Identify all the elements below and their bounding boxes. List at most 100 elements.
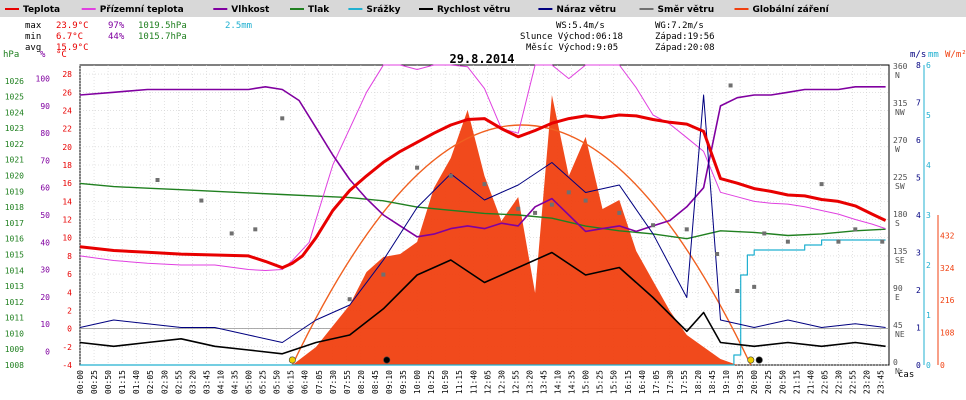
wind-dir-tick: 180 bbox=[893, 210, 908, 219]
x-tick-label: 19:10 bbox=[722, 370, 731, 394]
wind-dir-point bbox=[651, 223, 656, 228]
wind-dir-point bbox=[762, 231, 767, 236]
wind-dir-point bbox=[415, 165, 420, 170]
info-ws: WS:5.4m/s bbox=[556, 21, 605, 31]
humidity-tick: 20 bbox=[40, 293, 50, 302]
stats-max-temp: 23.9°C bbox=[56, 21, 89, 31]
x-tick-label: 18:45 bbox=[708, 370, 717, 394]
radiation-tick: 432 bbox=[940, 231, 955, 240]
humidity-tick: 0 bbox=[45, 347, 50, 356]
legend-item: Náraz větru bbox=[538, 4, 616, 15]
series-n-raz-v-tru bbox=[79, 94, 886, 343]
radiation-area bbox=[292, 95, 738, 365]
humidity-tick: 30 bbox=[40, 266, 50, 275]
stats-min-hum: 44% bbox=[108, 32, 125, 42]
wind-dir-point bbox=[155, 178, 160, 182]
temperature-tick: 10 bbox=[62, 234, 72, 243]
pressure-tick: 1016 bbox=[5, 235, 24, 244]
temperature-tick: 18 bbox=[62, 161, 72, 170]
legend-item: Teplota bbox=[5, 5, 60, 15]
x-tick-label: 12:05 bbox=[483, 370, 492, 394]
axes: 00:00 00:25 00:50 01:15 01:40 02:05 02:30 02:55… bbox=[5, 61, 955, 394]
temperature-tick: 20 bbox=[62, 143, 72, 152]
pressure-tick: 1019 bbox=[5, 187, 24, 196]
legend-item: Globální záření bbox=[734, 5, 830, 15]
stats-max-press: 1019.5hPa bbox=[138, 21, 187, 31]
wind-dir-point bbox=[684, 227, 689, 232]
wind-dir-point bbox=[836, 239, 841, 244]
wind-dir-tick: 135 bbox=[893, 247, 908, 256]
humidity-tick: 90 bbox=[40, 102, 50, 111]
x-tick-label: 00:25 bbox=[90, 370, 99, 394]
wind-dir-label: S bbox=[895, 219, 900, 228]
x-tick-label: 08:45 bbox=[371, 370, 380, 394]
legend: Teplota Přízemní teplota Vlhkost Tlak Srážky… bbox=[5, 4, 830, 15]
legend-item: Směr větru bbox=[639, 4, 714, 15]
wind-dir-label: W bbox=[895, 145, 900, 154]
wind-dir-point bbox=[448, 173, 453, 178]
unit-degc: °C bbox=[56, 50, 67, 60]
x-tick-label: 17:05 bbox=[652, 370, 661, 394]
pressure-tick: 1020 bbox=[5, 172, 24, 181]
legend-label: Přízemní teplota bbox=[100, 5, 184, 15]
x-tick-label: 07:30 bbox=[329, 370, 338, 394]
pressure-tick: 1024 bbox=[5, 108, 24, 117]
rain-tick: 1 bbox=[926, 311, 931, 320]
rain-tick: 6 bbox=[926, 61, 931, 70]
pressure-tick: 1015 bbox=[5, 250, 24, 259]
humidity-tick: 70 bbox=[40, 156, 50, 165]
x-tick-label: 05:00 bbox=[245, 370, 254, 394]
wind-speed-tick: 4 bbox=[916, 211, 921, 220]
x-tick-label: 02:30 bbox=[160, 370, 169, 394]
temperature-tick: 4 bbox=[67, 288, 72, 297]
legend-label: Rychlost větru bbox=[437, 4, 510, 15]
wind-dir-tick: 90 bbox=[893, 284, 903, 293]
wind-dir-point bbox=[735, 289, 740, 293]
stats-block: max 23.9°C 97% 1019.5hPa 2.5mm min 6.7°C… bbox=[25, 21, 252, 53]
x-tick-label: 02:55 bbox=[174, 370, 183, 394]
legend-item: Tlak bbox=[290, 5, 330, 15]
x-tick-label: 08:20 bbox=[357, 370, 366, 394]
wind-dir-point bbox=[516, 206, 521, 211]
x-tick-label: 11:15 bbox=[455, 370, 464, 394]
x-tick-label: 05:25 bbox=[259, 370, 268, 394]
pressure-tick: 1008 bbox=[5, 361, 24, 370]
pressure-tick: 1021 bbox=[5, 156, 24, 165]
wind-speed-tick: 7 bbox=[916, 99, 921, 108]
rain-tick: 5 bbox=[926, 111, 931, 120]
x-tick-label: 02:05 bbox=[146, 370, 155, 394]
unit-wm2: W/m² bbox=[945, 50, 966, 60]
x-tick-label: 15:00 bbox=[582, 370, 591, 394]
unit-hpa: hPa bbox=[3, 50, 19, 60]
x-tick-label: 09:10 bbox=[385, 370, 394, 394]
wind-dir-point bbox=[199, 198, 204, 203]
x-tick-label: 06:40 bbox=[301, 370, 310, 394]
info-moon: Měsíc Východ:9:05 bbox=[526, 43, 618, 53]
wind-dir-point bbox=[728, 83, 733, 88]
legend-item: Přízemní teplota bbox=[81, 5, 184, 15]
x-tick-label: 06:15 bbox=[287, 370, 296, 394]
rain-tick: 3 bbox=[926, 211, 931, 220]
wind-dir-point bbox=[617, 210, 622, 215]
data-series bbox=[79, 64, 887, 366]
wind-dir-point bbox=[482, 182, 487, 187]
legend-label: Srážky bbox=[366, 5, 400, 15]
x-tick-label: 07:55 bbox=[343, 370, 352, 394]
x-tick-label: 07:05 bbox=[315, 370, 324, 394]
unit-pct: % bbox=[40, 50, 46, 60]
series-teplota bbox=[79, 113, 887, 270]
wind-dir-tick: 225 bbox=[893, 173, 908, 182]
wind-speed-tick: 1 bbox=[916, 324, 921, 333]
wind-speed-tick: 0 bbox=[916, 361, 921, 370]
wind-dir-point bbox=[229, 231, 234, 236]
wind-dir-tick: 0 bbox=[893, 358, 898, 367]
radiation-tick: 108 bbox=[940, 329, 955, 338]
unit-mps: m/s bbox=[910, 50, 926, 60]
legend-label: Vlhkost bbox=[231, 5, 270, 15]
x-tick-label: 01:15 bbox=[118, 370, 127, 394]
x-tick-label: 20:25 bbox=[764, 370, 773, 394]
pressure-tick: 1026 bbox=[5, 77, 24, 86]
wind-dir-label: SW bbox=[895, 182, 905, 191]
radiation-tick: 216 bbox=[940, 296, 955, 305]
pressure-tick: 1023 bbox=[5, 124, 24, 133]
